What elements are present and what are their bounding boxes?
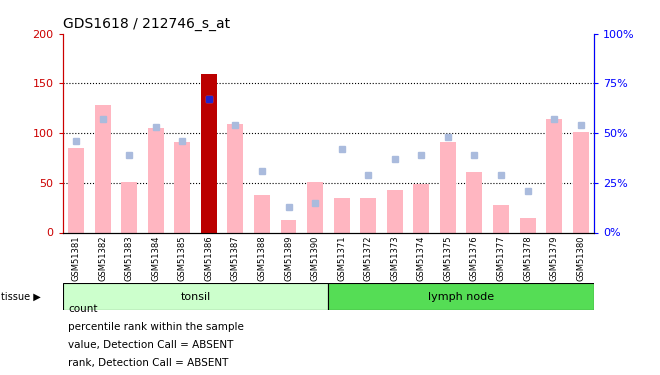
Bar <box>440 142 456 232</box>
Bar <box>413 184 429 232</box>
Bar <box>387 190 403 232</box>
Text: GDS1618 / 212746_s_at: GDS1618 / 212746_s_at <box>63 17 230 32</box>
Text: tonsil: tonsil <box>180 292 211 302</box>
Bar <box>94 105 110 232</box>
Bar <box>148 128 164 232</box>
Bar <box>467 172 482 232</box>
Text: value, Detection Call = ABSENT: value, Detection Call = ABSENT <box>68 340 234 350</box>
Bar <box>307 182 323 232</box>
Bar <box>228 124 244 232</box>
Bar <box>360 198 376 232</box>
Text: lymph node: lymph node <box>428 292 494 302</box>
Bar <box>573 132 589 232</box>
Bar <box>280 220 296 232</box>
Bar <box>201 74 216 232</box>
Text: count: count <box>68 304 98 313</box>
Bar <box>174 142 190 232</box>
Bar <box>201 74 216 232</box>
Bar <box>63 283 328 310</box>
Bar <box>121 182 137 232</box>
Text: rank, Detection Call = ABSENT: rank, Detection Call = ABSENT <box>68 358 228 368</box>
Bar <box>328 283 594 310</box>
Text: percentile rank within the sample: percentile rank within the sample <box>68 322 244 332</box>
Bar <box>519 217 535 232</box>
Bar <box>68 148 84 232</box>
Bar <box>493 205 509 232</box>
Bar <box>334 198 350 232</box>
Text: tissue ▶: tissue ▶ <box>1 292 41 302</box>
Bar <box>254 195 270 232</box>
Bar <box>546 119 562 232</box>
